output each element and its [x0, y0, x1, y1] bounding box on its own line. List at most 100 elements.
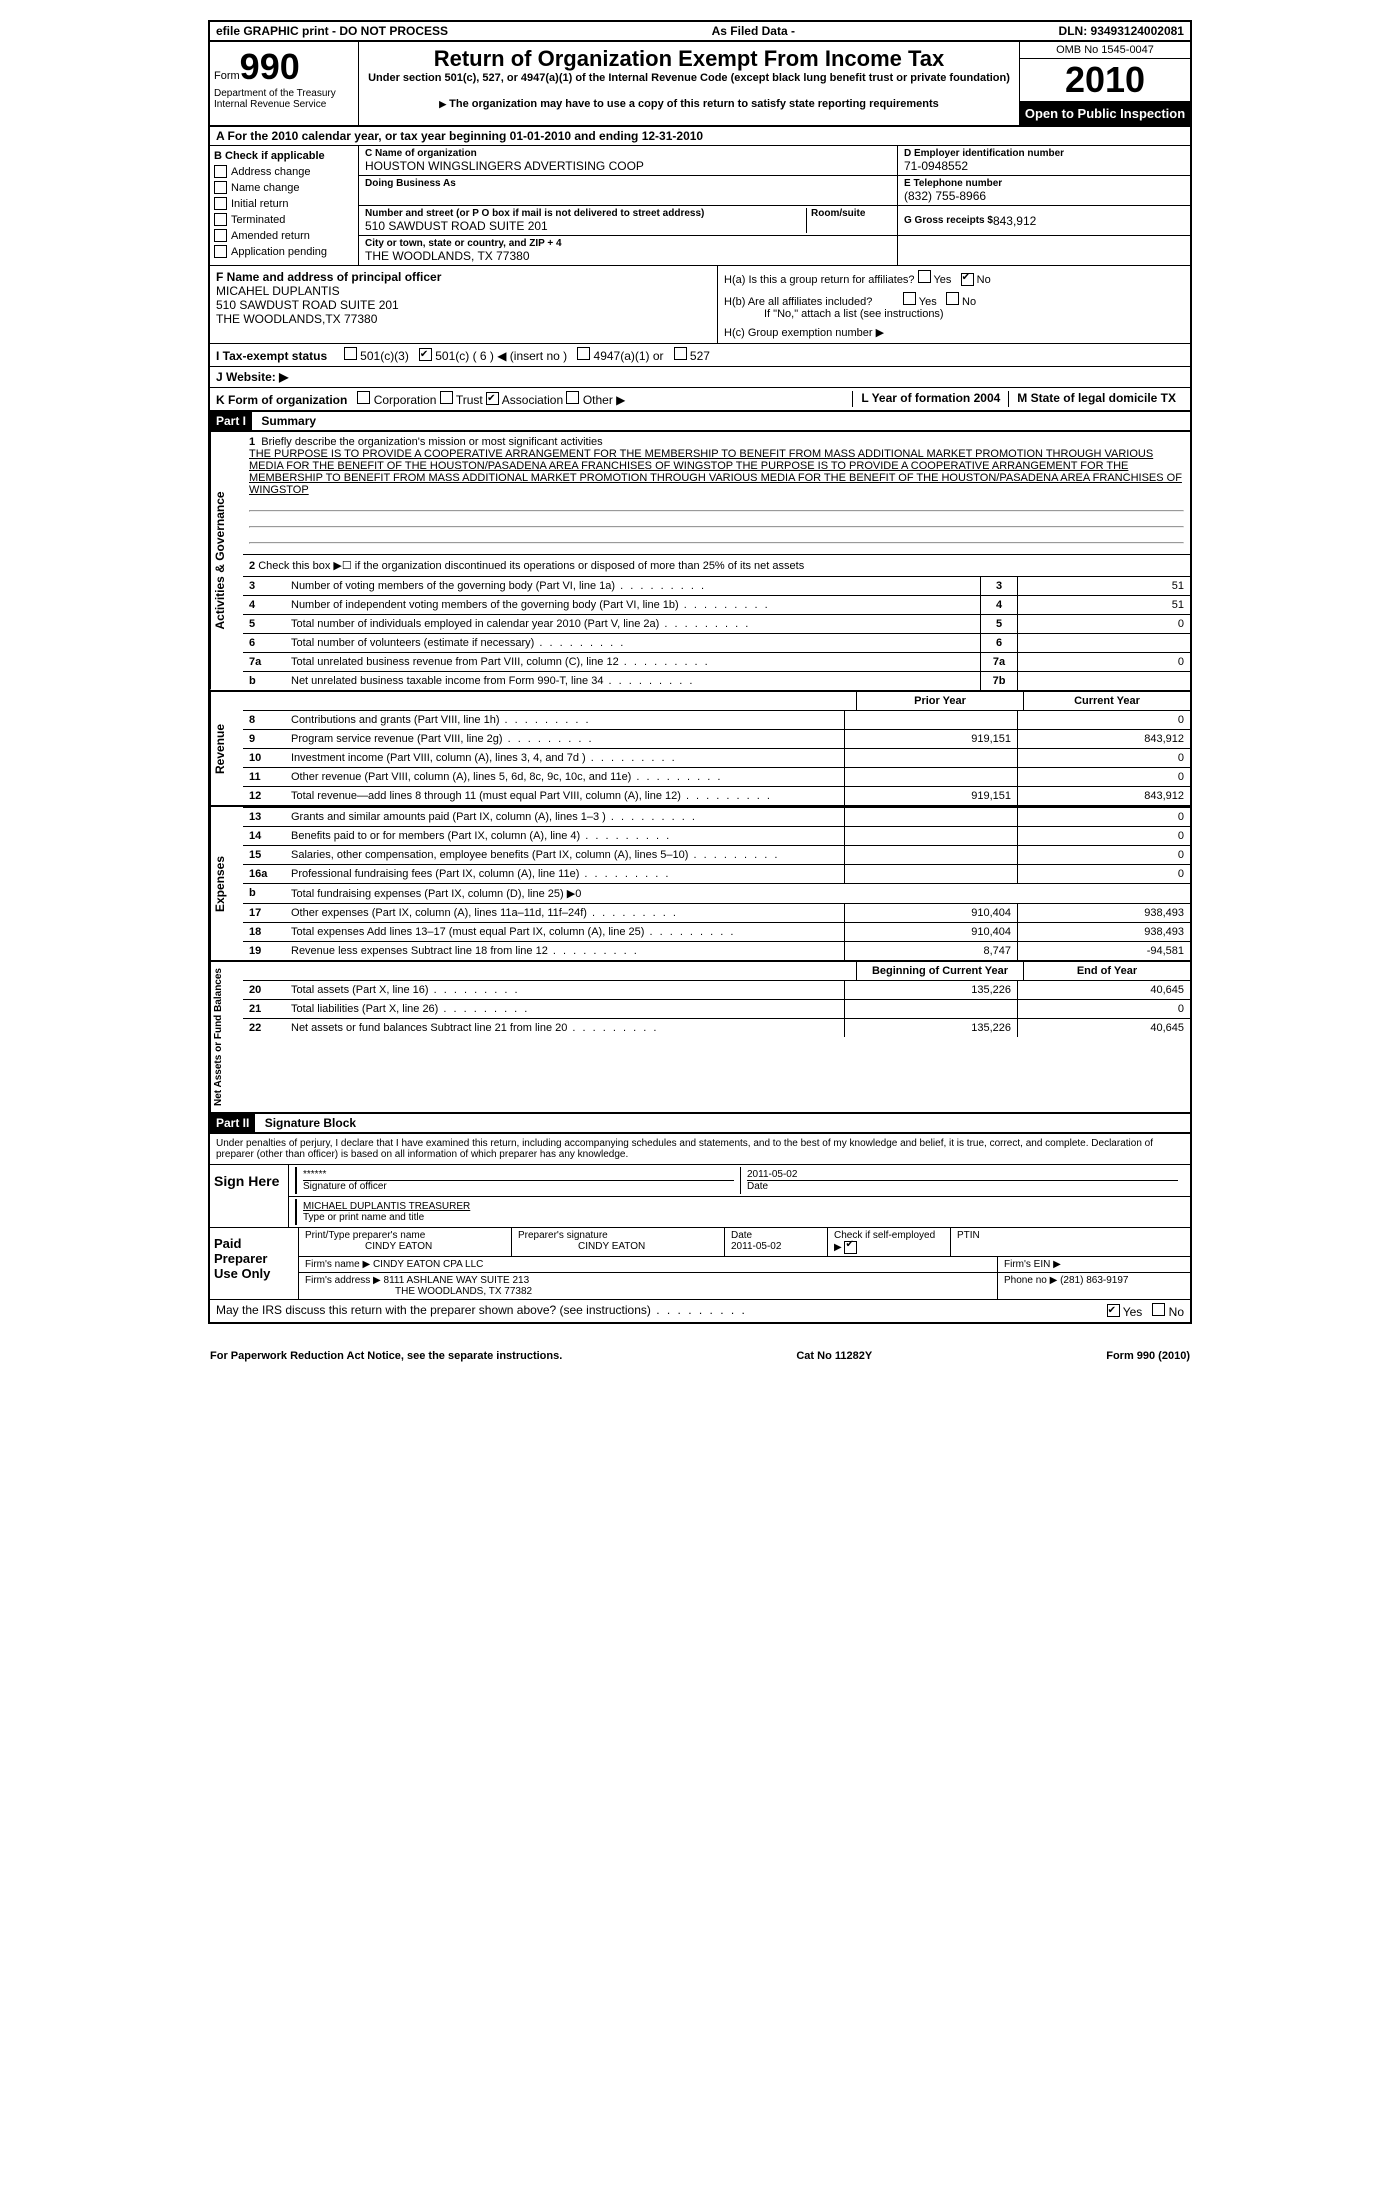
line-4: 4Number of independent voting members of…	[243, 595, 1190, 614]
prep-phone: (281) 863-9197	[1060, 1275, 1128, 1286]
line-14: 14Benefits paid to or for members (Part …	[243, 826, 1190, 845]
ein: 71-0948552	[904, 159, 1184, 173]
firm-addr-label: Firm's address ▶	[305, 1275, 381, 1286]
m-state: M State of legal domicile TX	[1008, 391, 1184, 407]
prep-print-label: Print/Type preparer's name	[305, 1230, 505, 1241]
section-f: F Name and address of principal officer …	[210, 266, 718, 343]
city: THE WOODLANDS, TX 77380	[365, 249, 891, 263]
org-name: HOUSTON WINGSLINGERS ADVERTISING COOP	[365, 159, 891, 173]
form-number: 990	[240, 46, 300, 87]
cb-pending[interactable]: Application pending	[214, 245, 354, 258]
f-label: F Name and address of principal officer	[216, 270, 711, 284]
sign-here-block: Sign Here ****** Signature of officer 20…	[210, 1165, 1190, 1228]
l-year: L Year of formation 2004	[852, 391, 1008, 407]
c-name-label: C Name of organization	[365, 148, 891, 159]
firm-name: CINDY EATON CPA LLC	[373, 1259, 483, 1270]
discuss-no[interactable]	[1152, 1303, 1165, 1316]
page-footer: For Paperwork Reduction Act Notice, see …	[204, 1344, 1196, 1368]
part-2-title: Signature Block	[259, 1114, 362, 1132]
line-10: 10Investment income (Part VIII, column (…	[243, 748, 1190, 767]
ptin-label: PTIN	[957, 1230, 1184, 1241]
row-k: K Form of organization Corporation Trust…	[210, 388, 1190, 412]
paid-preparer-block: Paid Preparer Use Only Print/Type prepar…	[210, 1228, 1190, 1299]
as-filed: As Filed Data -	[712, 24, 795, 38]
prior-year-header: Prior Year	[856, 692, 1023, 710]
b-label: B Check if applicable	[214, 150, 354, 162]
cb-trust[interactable]	[440, 391, 453, 404]
sig-date-label: Date	[747, 1180, 1178, 1192]
section-h: H(a) Is this a group return for affiliat…	[718, 266, 1190, 343]
cat-no: Cat No 11282Y	[796, 1350, 872, 1362]
current-year-header: Current Year	[1023, 692, 1190, 710]
prep-phone-label: Phone no ▶	[1004, 1275, 1057, 1286]
i-label: I Tax-exempt status	[216, 349, 327, 363]
dba-label: Doing Business As	[365, 178, 891, 189]
cb-corp[interactable]	[357, 391, 370, 404]
print-name-label: Type or print name and title	[303, 1212, 1178, 1223]
form-title: Return of Organization Exempt From Incom…	[363, 46, 1015, 72]
header-left: Form990 Department of the Treasury Inter…	[210, 42, 359, 125]
line-17: 17Other expenses (Part IX, column (A), l…	[243, 903, 1190, 922]
line-3: 3Number of voting members of the governi…	[243, 576, 1190, 595]
open-public: Open to Public Inspection	[1020, 102, 1190, 125]
dept-treasury: Department of the Treasury	[214, 88, 354, 99]
line-20: 20Total assets (Part X, line 16)135,2264…	[243, 980, 1190, 999]
cb-501c[interactable]	[419, 348, 432, 361]
efile-notice: efile GRAPHIC print - DO NOT PROCESS	[216, 24, 448, 38]
line-16a: 16aProfessional fundraising fees (Part I…	[243, 864, 1190, 883]
row-i: I Tax-exempt status 501(c)(3) 501(c) ( 6…	[210, 344, 1190, 367]
part-1-header: Part I Summary	[210, 412, 1190, 432]
row-a-period: A For the 2010 calendar year, or tax yea…	[210, 127, 1190, 146]
prep-print-name: CINDY EATON	[365, 1241, 505, 1252]
discuss-label: May the IRS discuss this return with the…	[216, 1303, 1107, 1319]
cb-527[interactable]	[674, 347, 687, 360]
hb-no[interactable]	[946, 292, 959, 305]
line-2: 2 Check this box ▶☐ if the organization …	[243, 554, 1190, 576]
gross-label: G Gross receipts $	[904, 215, 993, 226]
cb-assoc[interactable]	[486, 392, 499, 405]
vtab-revenue: Revenue	[210, 692, 243, 805]
cb-4947[interactable]	[577, 347, 590, 360]
k-label: K Form of organization	[216, 393, 347, 407]
line-22: 22Net assets or fund balances Subtract l…	[243, 1018, 1190, 1037]
hb-note: If "No," attach a list (see instructions…	[764, 308, 1184, 320]
firm-ein-label: Firm's EIN ▶	[1004, 1259, 1061, 1270]
cb-terminated[interactable]: Terminated	[214, 213, 354, 226]
begin-year-header: Beginning of Current Year	[856, 962, 1023, 980]
cb-501c3[interactable]	[344, 347, 357, 360]
discuss-yes[interactable]	[1107, 1304, 1120, 1317]
ha-no[interactable]	[961, 273, 974, 286]
section-c-d: C Name of organization HOUSTON WINGSLING…	[359, 146, 1190, 265]
d-ein-label: D Employer identification number	[904, 148, 1184, 159]
mission-num: 1	[249, 436, 255, 448]
dept-irs: Internal Revenue Service	[214, 99, 354, 110]
officer-name: MICAHEL DUPLANTIS	[216, 284, 711, 298]
copy-note: The organization may have to use a copy …	[363, 98, 1015, 110]
hc-label: H(c) Group exemption number ▶	[724, 326, 1184, 339]
prep-date: 2011-05-02	[731, 1241, 821, 1252]
officer-addr2: THE WOODLANDS,TX 77380	[216, 312, 711, 326]
cb-other[interactable]	[566, 391, 579, 404]
sig-date: 2011-05-02	[747, 1169, 1178, 1180]
ha-label: H(a) Is this a group return for affiliat…	[724, 274, 915, 286]
prep-sig-name: CINDY EATON	[578, 1241, 718, 1252]
ha-yes[interactable]	[918, 270, 931, 283]
cb-name-change[interactable]: Name change	[214, 181, 354, 194]
cb-amended[interactable]: Amended return	[214, 229, 354, 242]
section-b: B Check if applicable Address change Nam…	[210, 146, 359, 265]
cb-address-change[interactable]: Address change	[214, 165, 354, 178]
part-1-badge: Part I	[210, 412, 252, 430]
street-label: Number and street (or P O box if mail is…	[365, 208, 806, 219]
top-bar: efile GRAPHIC print - DO NOT PROCESS As …	[210, 22, 1190, 42]
line-6: 6Total number of volunteers (estimate if…	[243, 633, 1190, 652]
line-b: bTotal fundraising expenses (Part IX, co…	[243, 883, 1190, 903]
cb-initial-return[interactable]: Initial return	[214, 197, 354, 210]
tax-year: 2010	[1020, 59, 1190, 102]
line-8: 8Contributions and grants (Part VIII, li…	[243, 710, 1190, 729]
net-assets-section: Net Assets or Fund Balances Beginning of…	[210, 960, 1190, 1112]
firm-addr2: THE WOODLANDS, TX 77382	[395, 1286, 532, 1297]
paperwork-notice: For Paperwork Reduction Act Notice, see …	[210, 1350, 562, 1362]
section-f-h: F Name and address of principal officer …	[210, 266, 1190, 344]
cb-self-employed[interactable]	[844, 1241, 857, 1254]
hb-yes[interactable]	[903, 292, 916, 305]
